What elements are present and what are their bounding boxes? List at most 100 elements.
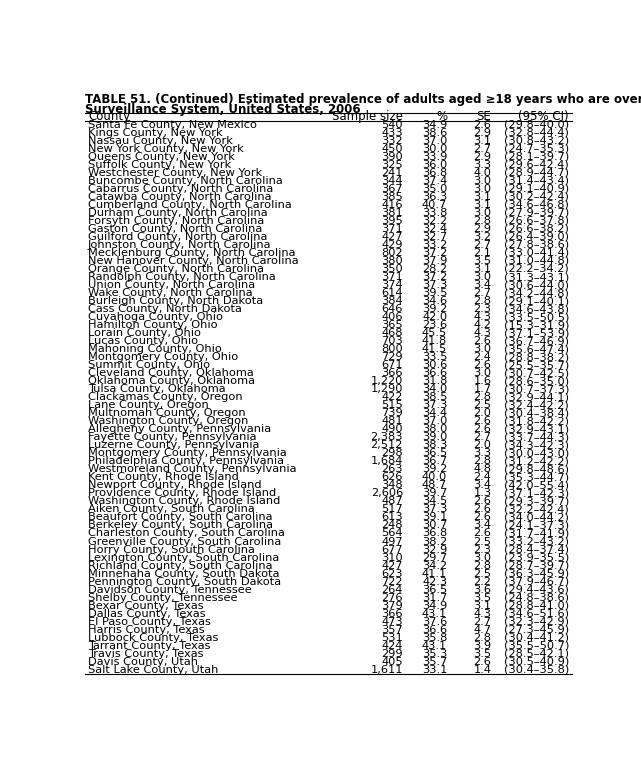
Text: 35.3: 35.3 (422, 649, 447, 659)
Text: Salt Lake County, Utah: Salt Lake County, Utah (88, 665, 219, 675)
Text: (33.0–41.4): (33.0–41.4) (504, 248, 569, 258)
Text: 32.9: 32.9 (422, 544, 447, 555)
Text: Lubbock County, Texas: Lubbock County, Texas (88, 633, 219, 643)
Text: 2.8: 2.8 (474, 296, 492, 306)
Text: Westmoreland County, Pennsylvania: Westmoreland County, Pennsylvania (88, 465, 297, 474)
Text: 497: 497 (381, 537, 403, 546)
Text: 2.6: 2.6 (474, 528, 492, 538)
Text: 614: 614 (381, 288, 403, 298)
Text: 37.4: 37.4 (422, 176, 447, 186)
Text: 2.6: 2.6 (474, 512, 492, 522)
Text: Richland County, South Carolina: Richland County, South Carolina (88, 561, 272, 571)
Text: 3.3: 3.3 (473, 449, 492, 458)
Text: 36.0: 36.0 (422, 160, 447, 170)
Text: (42.0–55.4): (42.0–55.4) (504, 480, 569, 490)
Text: 427: 427 (381, 561, 403, 571)
Text: 48.7: 48.7 (422, 480, 447, 490)
Text: (30.6–44.0): (30.6–44.0) (504, 280, 569, 290)
Text: 34.5: 34.5 (422, 496, 447, 506)
Text: Washington County, Rhode Island: Washington County, Rhode Island (88, 496, 281, 506)
Text: 2.5: 2.5 (474, 568, 492, 578)
Text: Newport County, Rhode Island: Newport County, Rhode Island (88, 480, 262, 490)
Text: (35.6–47.4): (35.6–47.4) (504, 344, 569, 354)
Text: 39.5: 39.5 (422, 288, 447, 298)
Text: (28.6–35.0): (28.6–35.0) (504, 376, 569, 386)
Text: 344: 344 (381, 176, 403, 186)
Text: 34.4: 34.4 (422, 408, 447, 418)
Text: 32.7: 32.7 (422, 232, 447, 242)
Text: Lane County, Oregon: Lane County, Oregon (88, 400, 209, 411)
Text: 1.7: 1.7 (473, 384, 492, 394)
Text: Philadelphia County, Pennsylvania: Philadelphia County, Pennsylvania (88, 456, 284, 466)
Text: 564: 564 (381, 528, 403, 538)
Text: Davidson County, Tennessee: Davidson County, Tennessee (88, 584, 252, 594)
Text: (24.1–37.3): (24.1–37.3) (504, 521, 569, 531)
Text: (28.8–38.2): (28.8–38.2) (504, 352, 569, 362)
Text: 3.4: 3.4 (474, 480, 492, 490)
Text: 36.5: 36.5 (422, 584, 447, 594)
Text: New Hanover County, North Carolina: New Hanover County, North Carolina (88, 256, 299, 266)
Text: 1.4: 1.4 (474, 665, 492, 675)
Text: (24.7–35.3): (24.7–35.3) (504, 143, 569, 154)
Text: (34.2–44.8): (34.2–44.8) (504, 288, 569, 298)
Text: 3.0: 3.0 (473, 184, 492, 194)
Text: 2.9: 2.9 (474, 152, 492, 162)
Text: 36.7: 36.7 (422, 456, 447, 466)
Text: 406: 406 (381, 312, 403, 322)
Text: 384: 384 (381, 296, 403, 306)
Text: 671: 671 (381, 361, 403, 370)
Text: (31.0–44.8): (31.0–44.8) (504, 256, 569, 266)
Text: 37.2: 37.2 (422, 248, 447, 258)
Text: (34.3–42.3): (34.3–42.3) (504, 440, 569, 450)
Text: 802: 802 (381, 248, 403, 258)
Text: 2.6: 2.6 (474, 336, 492, 346)
Text: (31.2–42.2): (31.2–42.2) (504, 456, 569, 466)
Text: 35.7: 35.7 (422, 657, 447, 666)
Text: 623: 623 (381, 568, 403, 578)
Text: 487: 487 (381, 496, 403, 506)
Text: Montgomery County, Pennsylvania: Montgomery County, Pennsylvania (88, 449, 287, 458)
Text: 3.1: 3.1 (473, 600, 492, 611)
Text: 2.3: 2.3 (474, 544, 492, 555)
Text: 1,220: 1,220 (370, 376, 403, 386)
Text: 38.6: 38.6 (422, 128, 447, 137)
Text: Forsyth County, North Carolina: Forsyth County, North Carolina (88, 216, 264, 226)
Text: 4.0: 4.0 (474, 168, 492, 178)
Text: 2.8: 2.8 (474, 392, 492, 402)
Text: Buncombe County, North Carolina: Buncombe County, North Carolina (88, 176, 283, 186)
Text: Greenville County, South Carolina: Greenville County, South Carolina (88, 537, 281, 546)
Text: Kings County, New York: Kings County, New York (88, 128, 222, 137)
Text: 481: 481 (381, 416, 403, 427)
Text: Montgomery County, Ohio: Montgomery County, Ohio (88, 352, 238, 362)
Text: 626: 626 (381, 472, 403, 483)
Text: Harris County, Texas: Harris County, Texas (88, 625, 204, 635)
Text: 3.6: 3.6 (474, 584, 492, 594)
Text: 2.9: 2.9 (474, 224, 492, 234)
Text: 3.1: 3.1 (473, 136, 492, 146)
Text: 2.9: 2.9 (474, 128, 492, 137)
Text: Summit County, Ohio: Summit County, Ohio (88, 361, 210, 370)
Text: 433: 433 (381, 128, 403, 137)
Text: 4.2: 4.2 (474, 320, 492, 330)
Text: Suffolk County, New York: Suffolk County, New York (88, 160, 231, 170)
Text: 34.2: 34.2 (422, 561, 447, 571)
Text: 450: 450 (381, 143, 403, 154)
Text: 4.8: 4.8 (474, 465, 492, 474)
Text: 3.3: 3.3 (473, 160, 492, 170)
Text: 2.6: 2.6 (474, 361, 492, 370)
Text: 37.9: 37.9 (422, 256, 447, 266)
Text: 248: 248 (381, 521, 403, 531)
Text: 2.6: 2.6 (474, 657, 492, 666)
Text: 37.3: 37.3 (422, 505, 447, 515)
Text: Luzerne County, Pennsylvania: Luzerne County, Pennsylvania (88, 440, 260, 450)
Text: El Paso County, Texas: El Paso County, Texas (88, 616, 211, 627)
Text: 35.0: 35.0 (422, 184, 447, 194)
Text: Aiken County, South Carolina: Aiken County, South Carolina (88, 505, 255, 515)
Text: 350: 350 (381, 264, 403, 274)
Text: Cass County, North Dakota: Cass County, North Dakota (88, 304, 242, 314)
Text: 34.9: 34.9 (422, 120, 447, 130)
Text: 729: 729 (381, 352, 403, 362)
Text: 36.3: 36.3 (422, 192, 447, 202)
Text: 424: 424 (381, 641, 403, 650)
Text: (29.3–39.7): (29.3–39.7) (504, 496, 569, 506)
